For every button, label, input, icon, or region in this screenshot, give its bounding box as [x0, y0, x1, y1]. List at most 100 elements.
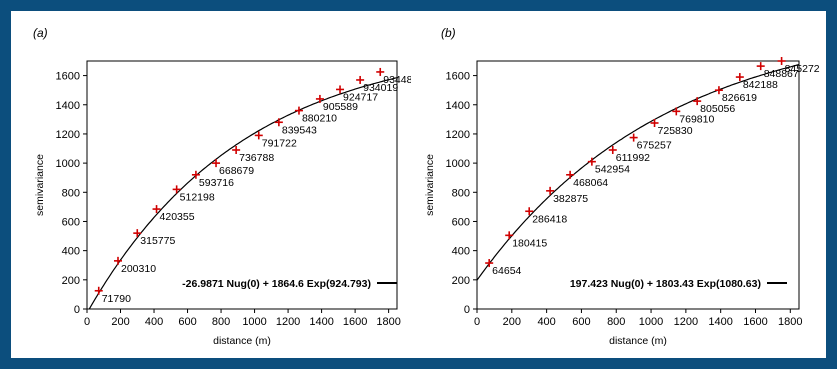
x-tick-label: 600 — [178, 316, 196, 328]
y-tick-label: 200 — [62, 275, 80, 287]
data-point — [152, 205, 161, 214]
point-label: 200310 — [121, 263, 156, 275]
point-label: 842188 — [743, 79, 778, 91]
data-point — [714, 86, 723, 95]
y-tick-label: 0 — [74, 304, 80, 316]
panel-label: (b) — [441, 26, 456, 40]
y-axis-title: semivariance — [34, 154, 46, 216]
point-label: 593716 — [199, 177, 234, 189]
x-tick-label: 1000 — [639, 316, 663, 328]
point-label: 542954 — [595, 164, 630, 176]
x-axis-title: distance (m) — [609, 335, 667, 347]
data-point — [672, 107, 681, 116]
y-tick-label: 1000 — [446, 158, 470, 170]
data-point — [777, 57, 786, 65]
panel-label: (a) — [33, 26, 48, 40]
point-label: 315775 — [140, 235, 175, 247]
data-point — [546, 186, 555, 195]
point-label: 512198 — [180, 191, 215, 203]
point-label: 725830 — [658, 125, 693, 137]
point-label: 286418 — [532, 213, 567, 225]
data-point — [566, 170, 575, 179]
point-label: 668679 — [219, 165, 254, 177]
data-point — [232, 145, 241, 154]
data-point — [376, 67, 385, 76]
y-tick-label: 1600 — [56, 71, 80, 83]
point-label: 180415 — [512, 237, 547, 249]
y-tick-label: 800 — [452, 187, 470, 199]
y-tick-label: 1400 — [446, 100, 470, 112]
y-tick-label: 400 — [62, 246, 80, 258]
x-tick-label: 400 — [537, 316, 555, 328]
point-label: 826619 — [722, 92, 757, 104]
x-tick-label: 1800 — [778, 316, 802, 328]
x-tick-label: 1200 — [674, 316, 698, 328]
point-label: 791722 — [262, 137, 297, 149]
x-tick-label: 200 — [111, 316, 129, 328]
x-tick-label: 0 — [474, 316, 480, 328]
data-point — [693, 97, 702, 106]
y-tick-label: 600 — [452, 216, 470, 228]
legend-text: 197.423 Nug(0) + 1803.43 Exp(1080.63) — [570, 278, 761, 290]
x-tick-label: 200 — [503, 316, 521, 328]
point-label: 382875 — [553, 193, 588, 205]
point-label: 611992 — [616, 152, 650, 164]
x-tick-label: 1400 — [708, 316, 732, 328]
x-tick-label: 1400 — [309, 316, 333, 328]
data-point — [114, 256, 122, 265]
y-tick-label: 0 — [464, 304, 470, 316]
x-tick-label: 800 — [212, 316, 230, 328]
point-label: 805056 — [700, 103, 735, 115]
x-tick-label: 400 — [145, 316, 163, 328]
x-tick-label: 1600 — [343, 316, 367, 328]
x-axis-title: distance (m) — [213, 335, 271, 347]
y-axis-title: semivariance — [424, 154, 436, 216]
plot-area-border — [476, 60, 800, 310]
model-curve — [88, 77, 397, 309]
point-label: 769810 — [679, 113, 714, 125]
point-label: 880210 — [302, 113, 337, 125]
y-tick-label: 1600 — [446, 71, 470, 83]
data-point — [133, 229, 142, 238]
y-tick-label: 200 — [452, 275, 470, 287]
x-tick-label: 1800 — [376, 316, 400, 328]
y-tick-label: 1200 — [446, 129, 470, 141]
x-tick-label: 0 — [84, 316, 90, 328]
legend-text: -26.9871 Nug(0) + 1864.6 Exp(924.793) — [182, 278, 371, 290]
data-point — [756, 62, 765, 71]
data-point — [608, 145, 617, 154]
point-label: 848867 — [764, 68, 799, 80]
y-tick-label: 400 — [452, 246, 470, 258]
data-point — [94, 286, 103, 295]
y-tick-label: 600 — [62, 216, 80, 228]
figure-frame: (a) 0 200 400 600 800 1000 1200 1400 1600 1800 0 200… — [11, 11, 826, 358]
data-point — [525, 207, 534, 216]
data-point — [212, 159, 221, 168]
point-label: 845272 — [785, 63, 820, 75]
point-label: 71790 — [102, 293, 131, 305]
data-point — [336, 85, 345, 94]
semivariogram-chart-b: (b) 0 200 400 600 800 1000 1200 1400 1600 1800 0 200… — [424, 26, 820, 347]
point-label: 64654 — [492, 265, 521, 277]
semivariogram-chart-a: (a) 0 200 400 600 800 1000 1200 1400 1600 1800 0 200… — [33, 26, 411, 347]
point-label: 934019 — [363, 82, 398, 94]
x-tick-label: 1600 — [743, 316, 767, 328]
data-point — [356, 75, 365, 84]
y-tick-label: 1200 — [56, 129, 80, 141]
data-point — [735, 73, 744, 82]
plot-area-border — [86, 60, 398, 310]
data-point — [505, 231, 514, 240]
point-label: 934487 — [383, 74, 411, 86]
y-tick-label: 1400 — [56, 100, 80, 112]
data-point — [650, 119, 659, 127]
x-tick-label: 1200 — [276, 316, 300, 328]
x-tick-label: 800 — [607, 316, 625, 328]
point-label: 420355 — [160, 211, 195, 223]
point-label: 736788 — [239, 152, 274, 164]
model-curve — [477, 64, 799, 281]
data-point — [485, 259, 494, 268]
y-tick-label: 1000 — [56, 158, 80, 170]
data-point — [294, 106, 303, 115]
point-label: 905589 — [323, 101, 358, 113]
x-tick-label: 600 — [572, 316, 590, 328]
